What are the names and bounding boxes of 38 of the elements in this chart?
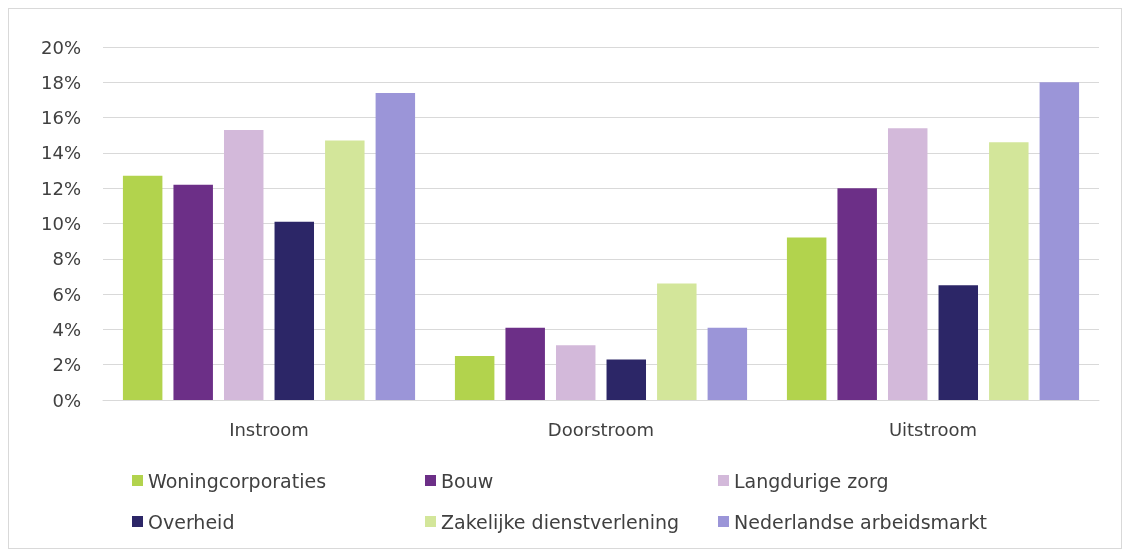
bar (325, 140, 365, 400)
y-tick-label: 14% (40, 142, 81, 164)
legend-label: Zakelijke dienstverlening (441, 510, 680, 533)
y-tick-label: 10% (40, 213, 81, 234)
bar (555, 345, 596, 400)
bar (887, 128, 928, 400)
bar (505, 327, 545, 400)
y-tick-label: 16% (40, 107, 81, 129)
legend-label: Bouw (441, 469, 494, 492)
y-tick-label: 4% (52, 318, 81, 340)
legend-label: Nederlandse arbeidsmarkt (734, 510, 987, 533)
bar (657, 283, 697, 400)
y-tick-label: 18% (40, 71, 81, 93)
bar (454, 355, 495, 400)
bar (375, 92, 416, 400)
bar (1039, 82, 1080, 400)
bar (223, 129, 264, 400)
x-tick-label: Instroom (229, 418, 309, 440)
legend-label: Langdurige zorg (734, 469, 889, 492)
y-tick-label: 8% (52, 248, 81, 270)
bar (173, 184, 213, 400)
x-tick-label: Doorstroom (547, 418, 655, 440)
bar (274, 221, 315, 400)
bar (707, 327, 748, 400)
x-tick-label: Uitstroom (888, 418, 978, 440)
bar (938, 285, 979, 400)
bar (989, 142, 1029, 400)
legend-label: Overheid (148, 510, 235, 533)
bar (786, 237, 827, 400)
y-tick-label: 12% (40, 177, 81, 199)
bar (122, 175, 163, 400)
bar (606, 359, 647, 400)
bar (837, 188, 877, 400)
y-tick-label: 6% (52, 283, 81, 305)
legend-label: Woningcorporaties (148, 469, 327, 492)
y-tick-label: 20% (40, 36, 81, 58)
y-tick-label: 0% (52, 389, 81, 411)
y-tick-label: 2% (52, 354, 81, 376)
